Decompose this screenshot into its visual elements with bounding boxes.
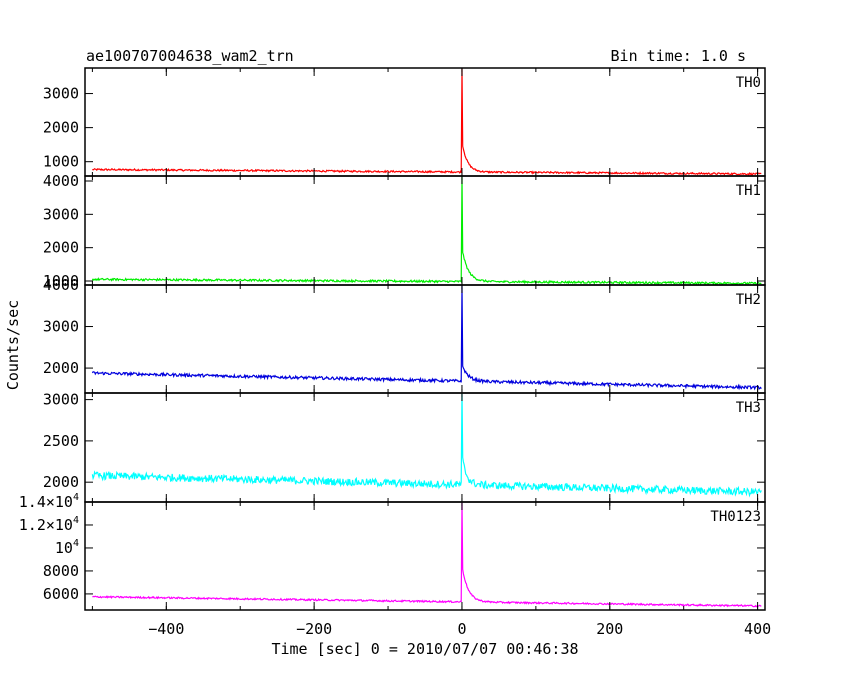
series-line-th2 [91, 285, 762, 391]
x-tick-label: −400 [148, 620, 184, 638]
panel-frame-th0123 [84, 501, 766, 611]
panel-label-th1: TH1 [736, 183, 761, 199]
series-line-th3 [91, 393, 762, 498]
panels-group: 100020003000TH01000200030004000TH1200030… [19, 67, 771, 638]
series-line-th1 [91, 176, 762, 285]
y-tick-label: 2000 [43, 473, 79, 491]
y-tick-label: 104 [55, 538, 79, 557]
chart-title-right: Bin time: 1.0 s [611, 47, 746, 65]
y-tick-label: 3000 [43, 318, 79, 336]
panel-frame-th2 [84, 284, 766, 394]
y-tick-label: 4000 [43, 172, 79, 190]
panel-label-th0: TH0 [736, 75, 761, 91]
y-tick-label: 2000 [43, 239, 79, 257]
y-tick-label: 2000 [43, 119, 79, 137]
x-axis-title: Time [sec] 0 = 2010/07/07 00:46:38 [271, 640, 578, 658]
x-tick-label: 0 [457, 620, 466, 638]
series-line-th0 [92, 68, 762, 176]
y-tick-label: 1000 [43, 153, 79, 171]
x-tick-label: 200 [596, 620, 623, 638]
panel-frame-th1 [84, 175, 766, 286]
y-tick-label: 2000 [43, 359, 79, 377]
x-tick-label: −200 [296, 620, 332, 638]
panel-frame-th3 [84, 392, 766, 503]
y-tick-label: 4000 [43, 276, 79, 294]
y-tick-label: 1.2×104 [19, 515, 79, 534]
y-tick-label: 1.4×104 [19, 492, 79, 511]
panel-label-th3: TH3 [736, 400, 761, 416]
y-tick-label: 1000 [43, 272, 79, 290]
series-line-th0123 [92, 502, 762, 608]
panel-label-th0123: TH0123 [710, 509, 761, 525]
y-tick-label: 8000 [43, 562, 79, 580]
y-tick-label: 2500 [43, 432, 79, 450]
y-tick-label: 3000 [43, 85, 79, 103]
y-axis-title: Counts/sec [4, 300, 22, 390]
y-tick-label: 3000 [43, 391, 79, 409]
chart-title-left: ae100707004638_wam2_trn [86, 47, 294, 65]
y-tick-label: 6000 [43, 585, 79, 603]
x-tick-label: 400 [744, 620, 771, 638]
panel-label-th2: TH2 [736, 292, 761, 308]
panel-frame-th0 [84, 67, 766, 177]
y-tick-label: 3000 [43, 205, 79, 223]
